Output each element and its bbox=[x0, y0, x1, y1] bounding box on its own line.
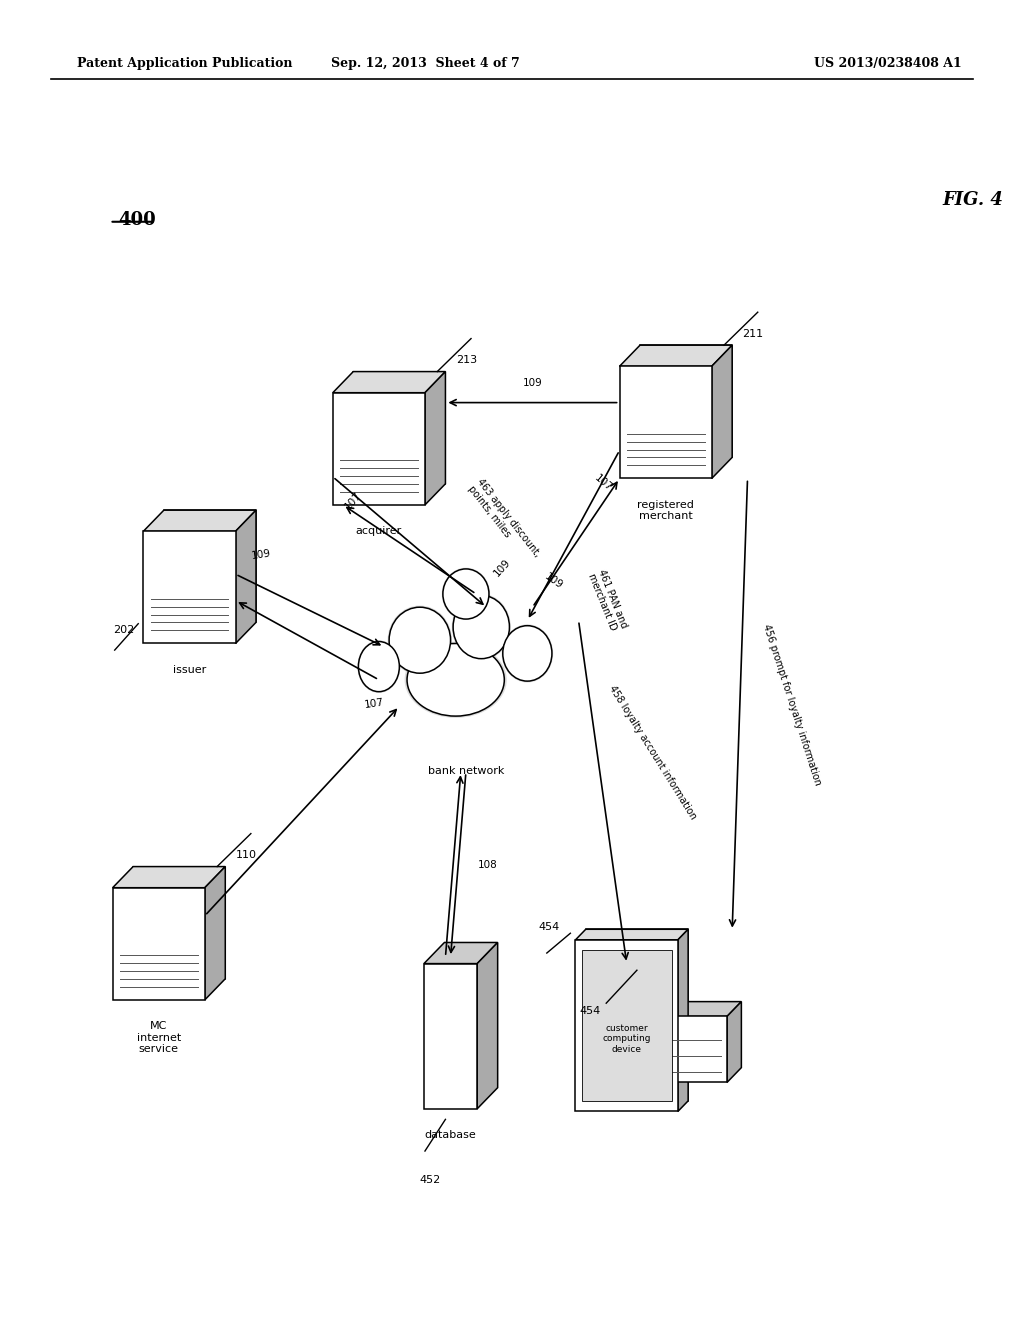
Polygon shape bbox=[586, 929, 688, 1101]
Text: registered
merchant: registered merchant bbox=[637, 499, 694, 521]
Text: 211: 211 bbox=[742, 329, 764, 338]
Polygon shape bbox=[640, 345, 732, 457]
Ellipse shape bbox=[453, 595, 510, 659]
Text: 213: 213 bbox=[456, 355, 477, 364]
Text: 456 prompt for loyalty information: 456 prompt for loyalty information bbox=[761, 623, 822, 787]
Text: Sep. 12, 2013  Sheet 4 of 7: Sep. 12, 2013 Sheet 4 of 7 bbox=[331, 57, 519, 70]
Text: bank network: bank network bbox=[428, 766, 504, 776]
Polygon shape bbox=[678, 929, 688, 1111]
Text: US 2013/0238408 A1: US 2013/0238408 A1 bbox=[814, 57, 962, 70]
Polygon shape bbox=[582, 950, 672, 1101]
Ellipse shape bbox=[388, 606, 453, 675]
Ellipse shape bbox=[452, 594, 511, 660]
Polygon shape bbox=[236, 510, 256, 643]
Text: 109: 109 bbox=[492, 557, 512, 578]
Text: 452: 452 bbox=[420, 1175, 440, 1185]
Ellipse shape bbox=[441, 568, 490, 620]
Text: 458 loyalty account information: 458 loyalty account information bbox=[607, 684, 698, 821]
Text: Patent Application Publication: Patent Application Publication bbox=[77, 57, 292, 70]
Text: customer
computing
device: customer computing device bbox=[602, 1024, 651, 1053]
Polygon shape bbox=[727, 1002, 741, 1082]
Ellipse shape bbox=[404, 642, 507, 718]
Polygon shape bbox=[620, 345, 732, 366]
Text: 202: 202 bbox=[113, 626, 134, 635]
Polygon shape bbox=[205, 867, 225, 1001]
Ellipse shape bbox=[502, 624, 553, 682]
Ellipse shape bbox=[357, 640, 400, 693]
Ellipse shape bbox=[358, 642, 399, 692]
Text: 400: 400 bbox=[118, 211, 156, 230]
Text: 454: 454 bbox=[580, 1006, 601, 1016]
Text: database: database bbox=[425, 1130, 476, 1140]
Text: MC
internet
service: MC internet service bbox=[136, 1022, 181, 1055]
Text: FIG. 4: FIG. 4 bbox=[942, 191, 1002, 210]
Polygon shape bbox=[477, 942, 498, 1109]
Ellipse shape bbox=[442, 569, 489, 619]
Polygon shape bbox=[113, 867, 225, 888]
Polygon shape bbox=[333, 393, 425, 504]
Text: 454: 454 bbox=[539, 921, 560, 932]
Ellipse shape bbox=[389, 607, 451, 673]
Text: 463 apply discount,
points, miles: 463 apply discount, points, miles bbox=[466, 477, 543, 566]
Text: 109: 109 bbox=[543, 572, 564, 590]
Polygon shape bbox=[424, 964, 477, 1109]
Text: 107: 107 bbox=[364, 697, 384, 710]
Polygon shape bbox=[645, 1016, 727, 1082]
Text: 109: 109 bbox=[522, 378, 543, 388]
Polygon shape bbox=[575, 929, 688, 940]
Polygon shape bbox=[113, 888, 205, 1001]
Polygon shape bbox=[712, 345, 732, 478]
Text: 461 PAN and
merchant ID: 461 PAN and merchant ID bbox=[586, 568, 629, 634]
Polygon shape bbox=[143, 510, 256, 531]
Polygon shape bbox=[645, 1002, 741, 1016]
Polygon shape bbox=[143, 531, 236, 643]
Polygon shape bbox=[353, 372, 445, 483]
Ellipse shape bbox=[407, 644, 504, 715]
Polygon shape bbox=[575, 940, 678, 1111]
Text: 110: 110 bbox=[236, 850, 257, 861]
Polygon shape bbox=[133, 867, 225, 979]
Text: 108: 108 bbox=[478, 859, 498, 870]
Polygon shape bbox=[424, 942, 498, 964]
Text: 107: 107 bbox=[593, 474, 614, 494]
Text: issuer: issuer bbox=[173, 664, 206, 675]
Polygon shape bbox=[164, 510, 256, 622]
Text: 107: 107 bbox=[343, 490, 364, 511]
Polygon shape bbox=[425, 372, 445, 504]
Polygon shape bbox=[620, 366, 712, 478]
Ellipse shape bbox=[503, 626, 552, 681]
Text: 109: 109 bbox=[251, 548, 271, 561]
Text: acquirer: acquirer bbox=[355, 525, 402, 536]
Polygon shape bbox=[333, 372, 445, 393]
